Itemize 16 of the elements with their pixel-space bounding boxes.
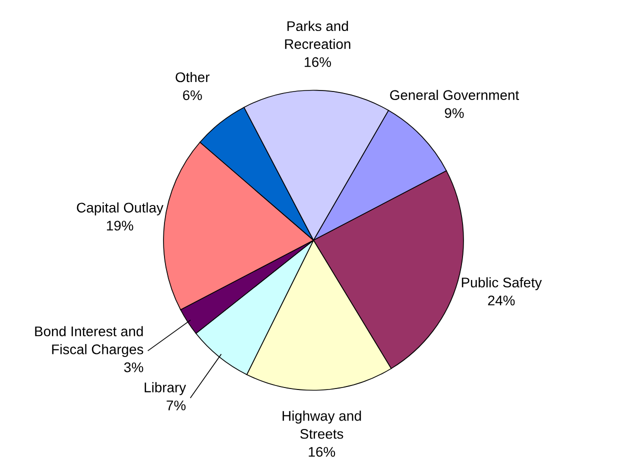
slice-label: Other	[176, 72, 210, 82]
data-label: 24%	[488, 296, 515, 306]
data-label: 19%	[106, 220, 134, 231]
slice-label: Capital Outlay	[76, 202, 164, 216]
data-label: 16%	[308, 446, 336, 457]
data-label: 3%	[124, 362, 144, 372]
data-label: 9%	[444, 108, 464, 118]
data-label: 16%	[304, 57, 331, 67]
slice-label: Highway and Streets	[282, 410, 361, 439]
data-label: 7%	[166, 400, 186, 410]
data-label: 6%	[183, 90, 202, 100]
slice-label: Bond Interest and Fiscal Charges	[35, 326, 144, 358]
slice-label: Public Safety	[462, 277, 542, 290]
slice-label: General Government	[390, 90, 519, 100]
slice-label: Parks and Recreation	[285, 20, 350, 50]
slice-label: Library	[144, 382, 186, 396]
